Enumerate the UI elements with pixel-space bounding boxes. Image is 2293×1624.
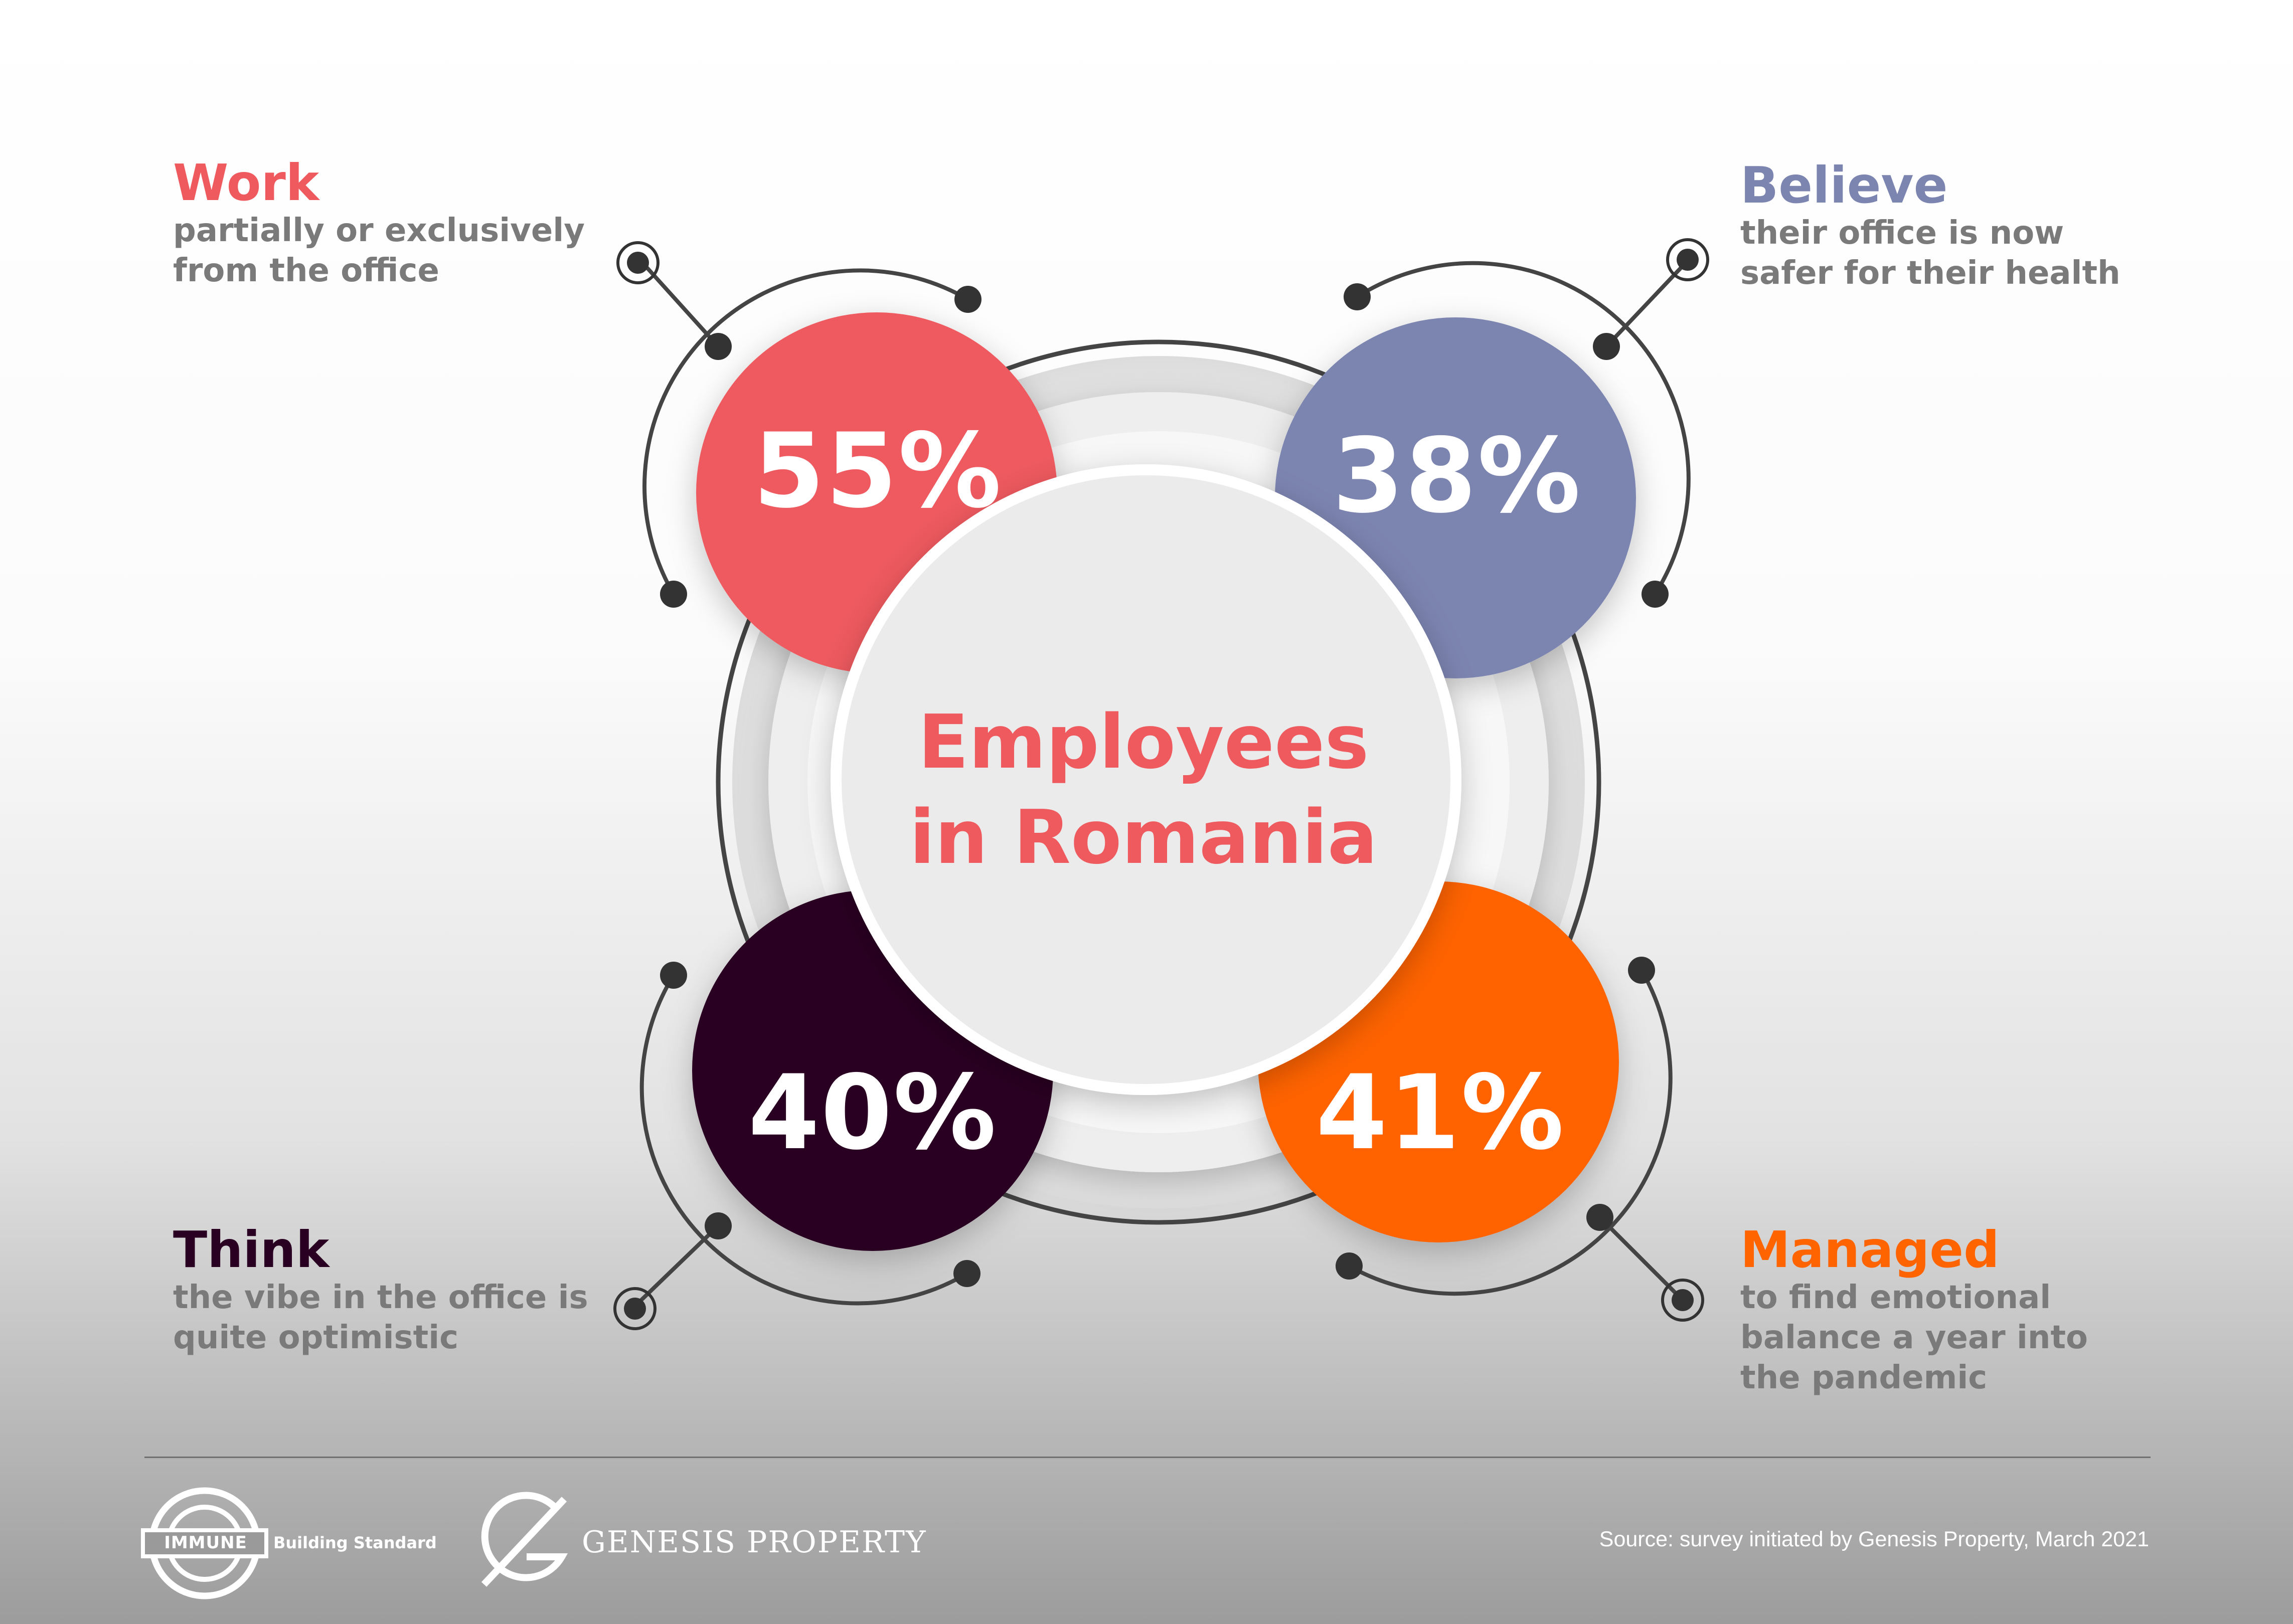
outer-ring — [716, 339, 1601, 1225]
stat-desc-managed-3: the pandemic — [1740, 1359, 1988, 1396]
dot — [1642, 581, 1669, 608]
dot — [705, 333, 732, 360]
connector-line-br — [1598, 1216, 1684, 1302]
dot — [1628, 957, 1655, 984]
stat-desc-believe-2: safer for their health — [1740, 255, 2120, 292]
dot — [1586, 1204, 1613, 1231]
stat-heading-work: Work — [173, 153, 319, 212]
stat-heading-managed: Managed — [1740, 1220, 2000, 1279]
stat-value-think: 40% — [748, 1053, 998, 1173]
immune-logo-text: IMMUNE — [164, 1533, 247, 1553]
stat-desc-think-1: the vibe in the office is — [173, 1279, 588, 1316]
immune-tagline: Building Standard — [273, 1533, 437, 1552]
connector-line-tr — [1605, 259, 1689, 348]
center-title-line2: in Romania — [909, 794, 1378, 880]
stat-label-believe: Believe their office is now safer for th… — [1740, 158, 2120, 293]
immune-logo — [141, 1487, 268, 1599]
center-title: Employees in Romania — [843, 694, 1444, 885]
dot — [953, 1260, 980, 1287]
stat-desc-managed-1: to find emotional — [1740, 1279, 2051, 1316]
stat-desc-believe-1: their office is now — [1740, 215, 2064, 252]
stat-value-work: 55% — [753, 412, 1003, 531]
dot — [954, 286, 981, 313]
dot — [660, 581, 687, 608]
genesis-logo-icon — [481, 1492, 568, 1587]
stat-label-work: Work partially or exclusively from the o… — [173, 155, 585, 291]
dot — [1336, 1252, 1363, 1280]
source-note: Source: survey initiated by Genesis Prop… — [1599, 1527, 2149, 1551]
stat-heading-believe: Believe — [1740, 156, 1948, 215]
stat-label-managed: Managed to find emotional balance a year… — [1740, 1222, 2088, 1398]
footer-divider — [144, 1457, 2151, 1458]
target-markers — [613, 238, 1709, 1330]
dot — [705, 1212, 732, 1239]
center-title-line1: Employees — [918, 699, 1369, 785]
dot — [1344, 283, 1371, 310]
connector-line-tl — [641, 262, 720, 348]
connector-arc-br — [1348, 969, 1673, 1296]
genesis-logo-text: GENESIS PROPERTY — [582, 1525, 927, 1560]
connector-dots — [660, 283, 1669, 1287]
stat-desc-work-2: from the office — [173, 252, 439, 289]
stat-label-think: Think the vibe in the office is quite op… — [173, 1222, 588, 1358]
dot — [1593, 333, 1620, 360]
stat-desc-work-1: partially or exclusively — [173, 212, 585, 249]
stat-desc-think-2: quite optimistic — [173, 1319, 459, 1356]
stat-value-believe: 38% — [1332, 417, 1582, 536]
stat-desc-managed-2: balance a year into — [1740, 1319, 2088, 1356]
dot — [660, 962, 687, 989]
center-circle — [831, 464, 1461, 1095]
stat-value-managed: 41% — [1316, 1053, 1565, 1173]
stat-heading-think: Think — [173, 1220, 330, 1279]
